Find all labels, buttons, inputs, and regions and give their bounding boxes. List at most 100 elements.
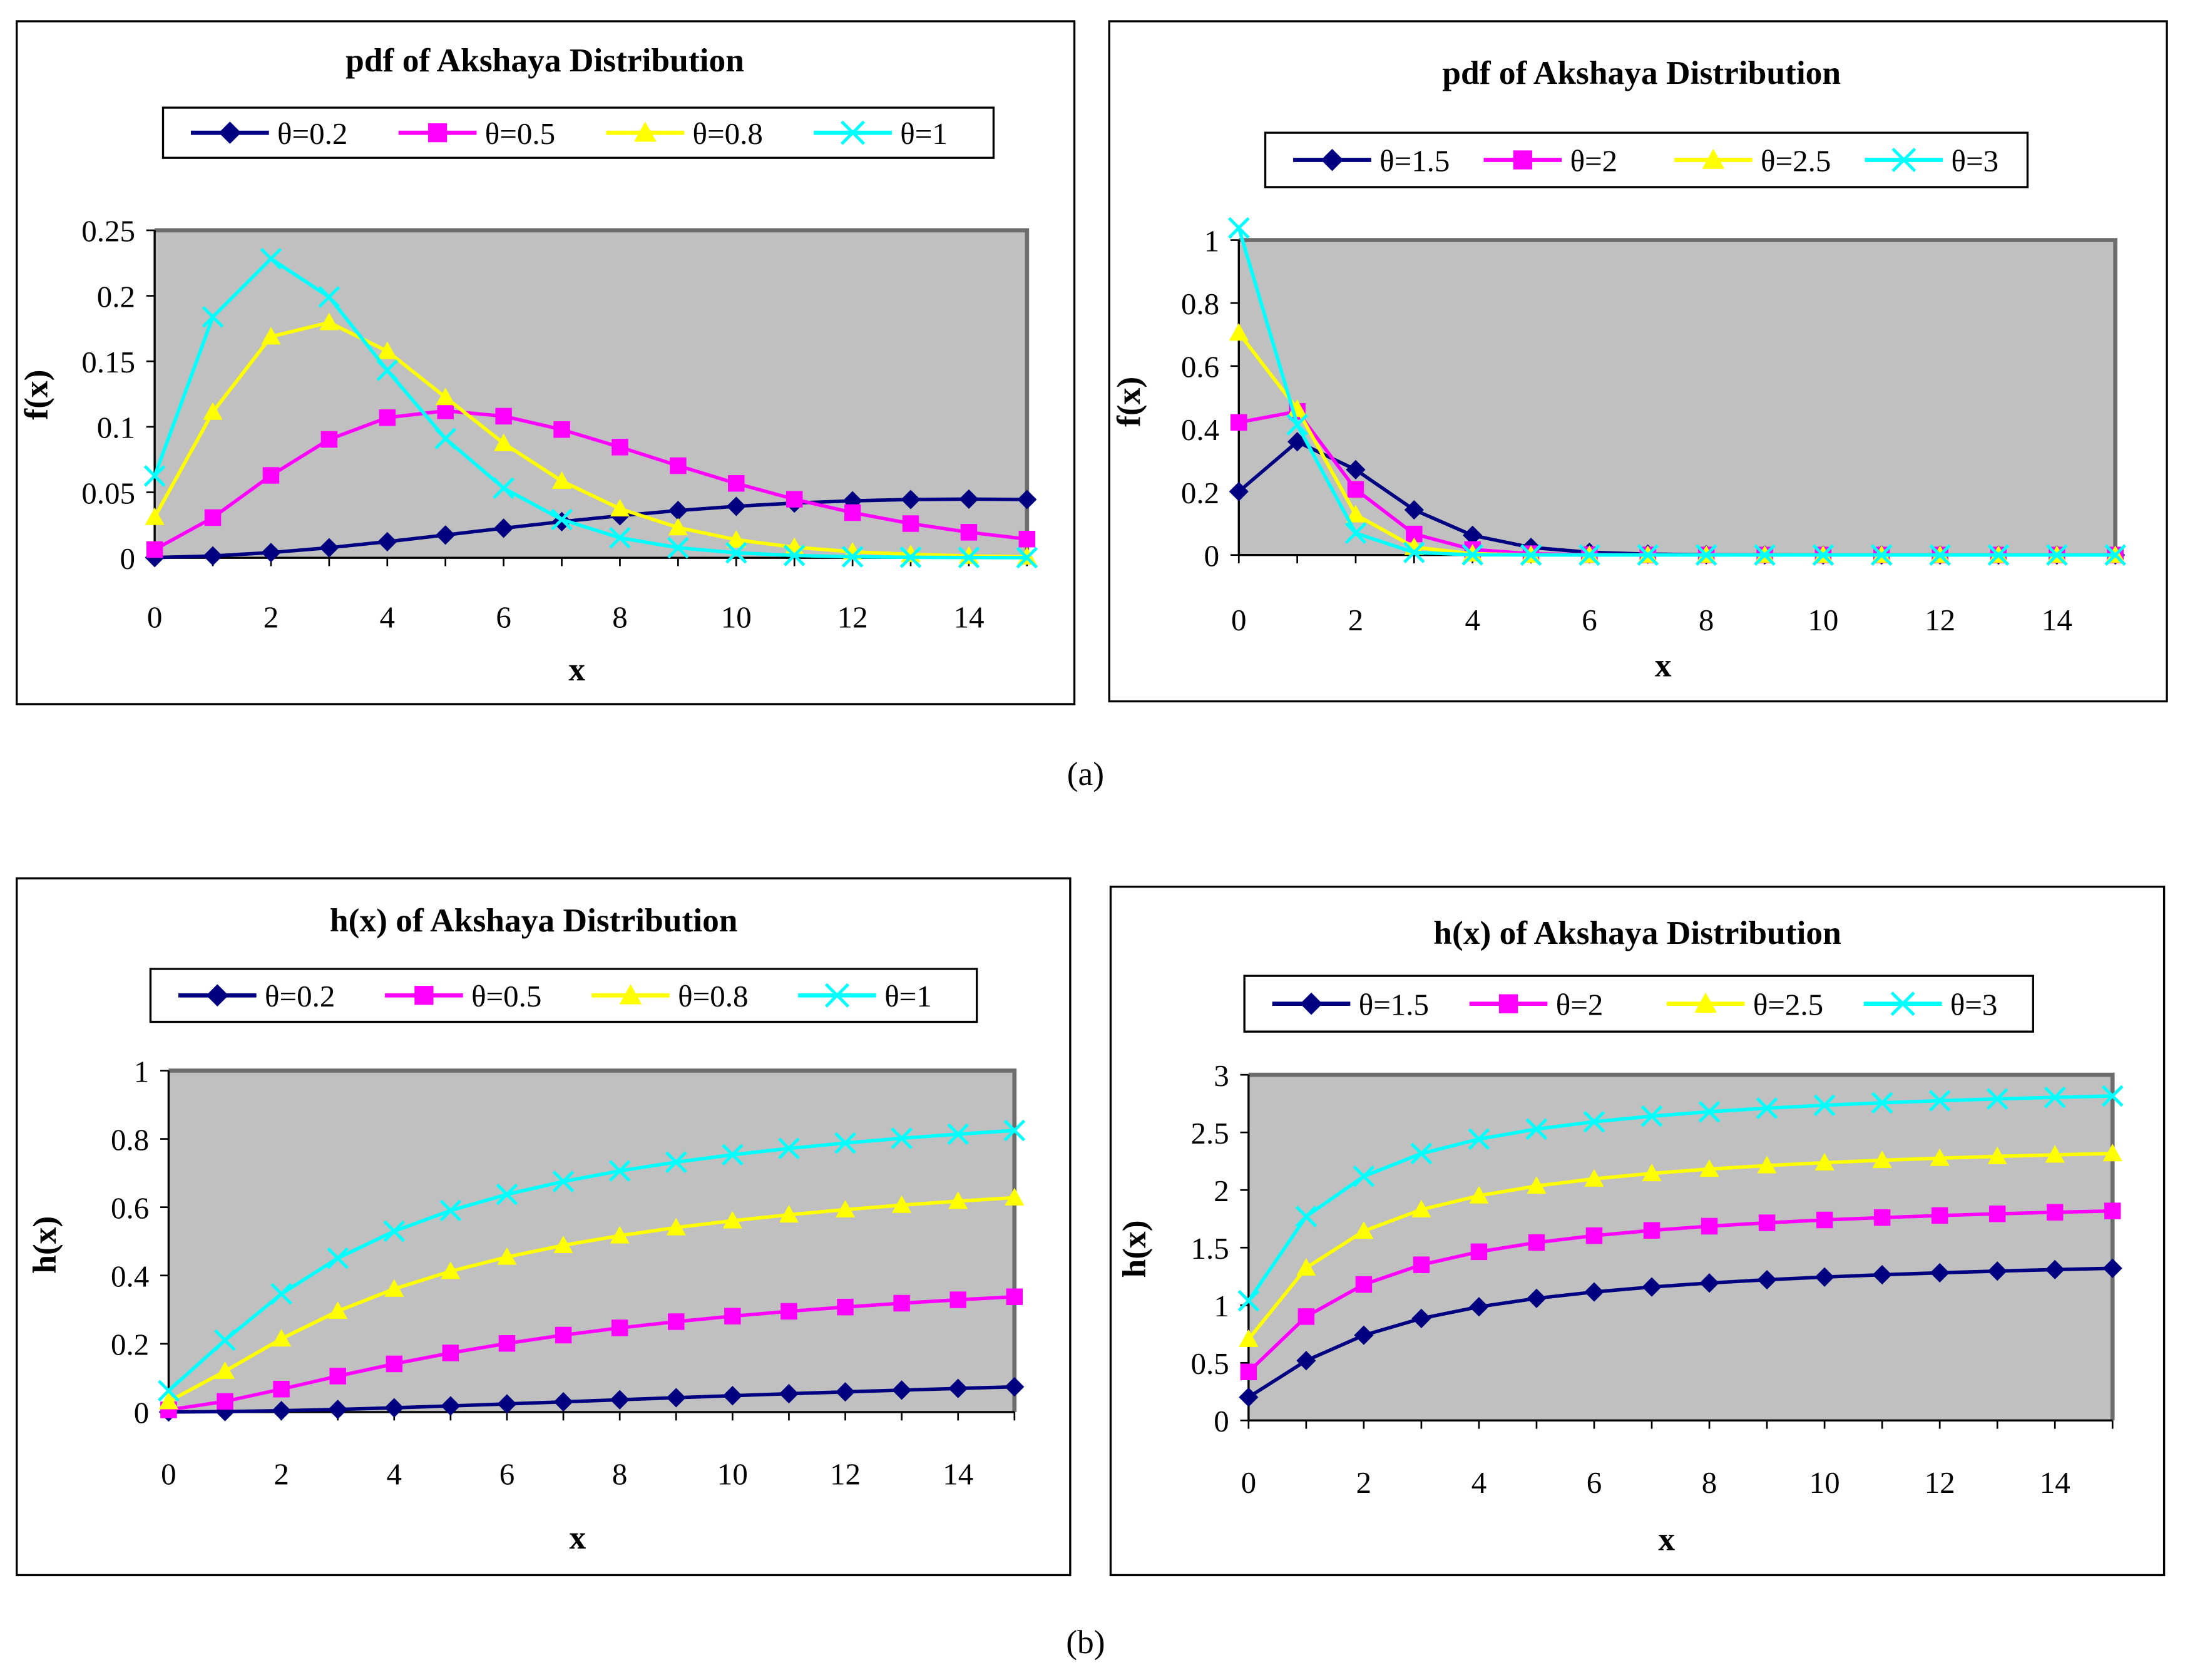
data-point [553,421,570,438]
data-point [552,1170,575,1192]
data-point [318,286,340,308]
legend-label: θ=0.5 [485,116,555,151]
legend-label: θ=0.8 [693,116,763,151]
data-point [551,471,572,489]
data-point [2046,1204,2064,1221]
plot-border [155,228,1030,558]
data-point [384,1398,404,1418]
data-point [439,1199,462,1222]
data-point [441,1396,461,1416]
legend-label: θ=3 [1952,143,1999,178]
data-point [1701,1217,1718,1235]
data-point [1520,544,1542,566]
data-point [785,491,803,508]
x-tick-label: 14 [943,1457,973,1492]
data-point [1296,1257,1316,1276]
data-point [666,1217,686,1236]
legend-label: θ=2 [1556,987,1604,1022]
x-tick-label: 14 [2040,1465,2070,1500]
data-point [1469,1297,1489,1317]
data-point [1347,481,1364,498]
data-point [1229,323,1249,341]
series-line [155,497,1027,560]
data-point [261,327,281,345]
series-line [1247,1152,2113,1341]
y-tick-label: 0.6 [1181,350,1219,384]
y-tick-label: 0.8 [1181,287,1219,321]
data-point [203,402,223,420]
data-point [495,407,512,425]
legend-label: θ=0.2 [277,116,347,151]
x-tick-label: 0 [147,600,162,634]
y-tick-label: 0.05 [81,476,135,510]
x-tick-label: 10 [1808,603,1838,637]
data-point [666,1388,686,1408]
data-point [1640,1105,1663,1127]
data-point [670,457,687,474]
data-point [1757,1269,1777,1290]
data-point [2045,1145,2065,1163]
data-point [899,546,922,568]
y-tick-label: 0.15 [81,345,135,379]
x-axis-title: x [1655,646,1672,684]
data-point [1643,1222,1660,1239]
series-line [168,1385,1015,1414]
legend-marker-diamond-icon [206,984,229,1007]
x-tick-label: 10 [1809,1465,1840,1500]
data-point [1699,1159,1719,1177]
y-tick-label: 1.5 [1190,1231,1229,1266]
data-point [1986,1088,2008,1110]
legend-marker-x-icon [824,983,850,1008]
data-point [1287,432,1307,452]
data-point [611,439,628,456]
data-point [328,1301,348,1319]
legend-label: θ=0.5 [471,979,541,1013]
data-point [1296,1351,1316,1371]
data-point [947,1123,970,1145]
data-point [1987,1261,2007,1281]
y-tick-label: 0 [134,1396,149,1430]
data-point [1295,1206,1318,1227]
data-point [497,1394,517,1414]
data-point [1814,1267,1834,1287]
x-tick-label: 8 [1699,603,1714,637]
data-point [1813,1094,1836,1117]
data-point [203,546,223,566]
data-point [1873,1209,1891,1226]
legend-marker-square-icon [414,986,434,1005]
data-point [261,543,281,563]
series-x [143,248,1038,569]
data-point [668,501,688,521]
data-point [327,1247,349,1269]
x-tick-label: 12 [830,1457,861,1492]
data-point [958,546,980,569]
data-point [1584,1169,1604,1187]
x-tick-label: 14 [953,600,984,634]
data-point [158,1380,180,1402]
plot-border [1248,1072,2115,1421]
data-point [892,1195,912,1213]
data-point [2044,1086,2066,1109]
x-tick-label: 2 [274,1457,289,1492]
data-point [609,526,631,549]
data-point [893,1294,910,1312]
data-point [834,1132,856,1154]
data-point [779,1384,799,1404]
data-point [835,1382,856,1402]
y-tick-label: 1 [1214,1289,1229,1323]
data-point [437,402,454,419]
chart-title: pdf of Akshaya Distribution [1442,54,1841,91]
y-tick-label: 3 [1214,1058,1229,1093]
series-diamond [1239,1258,2122,1407]
series-triangle [145,312,1037,565]
series-line [167,1129,1015,1392]
data-point [1470,1243,1488,1261]
series-x [158,1119,1026,1402]
data-point [2102,1144,2122,1162]
x-tick-label: 10 [721,600,752,634]
data-point [214,1329,236,1351]
figure-label-b: (b) [1066,1623,1105,1661]
data-point [496,1183,518,1206]
series-square [1240,1202,2121,1381]
series-line [168,1294,1015,1412]
